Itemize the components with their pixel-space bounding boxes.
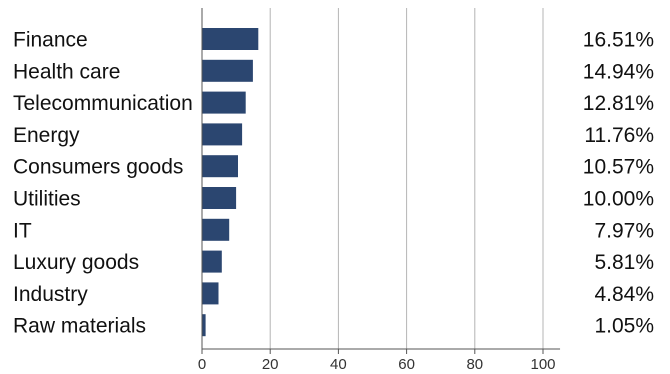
bar xyxy=(202,218,230,241)
x-tick-label: 80 xyxy=(466,356,483,373)
category-label: Utilities xyxy=(13,188,81,211)
value-label: 11.76% xyxy=(584,124,654,147)
x-tick-label: 20 xyxy=(262,356,279,373)
value-label: 10.00% xyxy=(583,188,654,211)
category-label: Finance xyxy=(13,29,88,52)
bars xyxy=(202,28,259,337)
category-label: IT xyxy=(13,219,32,242)
bar xyxy=(202,91,246,114)
value-label: 12.81% xyxy=(583,92,654,115)
x-tick-label: 100 xyxy=(530,356,555,373)
bar xyxy=(202,155,238,178)
axes xyxy=(201,8,561,354)
x-tick-label: 40 xyxy=(330,356,347,373)
bar xyxy=(202,59,253,82)
category-label: Industry xyxy=(13,283,88,306)
value-label: 10.57% xyxy=(583,156,654,179)
category-label: Raw materials xyxy=(13,315,146,338)
x-tick-label: 0 xyxy=(198,356,206,373)
value-label: 1.05% xyxy=(594,315,654,338)
bar xyxy=(202,282,219,305)
x-tick-label: 60 xyxy=(398,356,415,373)
bar xyxy=(202,187,237,209)
value-labels: 16.51% 14.94% 12.81% 11.76% 10.57% 10.00% 7.97… xyxy=(583,29,654,338)
category-label: Health care xyxy=(13,60,120,83)
category-label: Consumers goods xyxy=(13,156,183,179)
category-label: Telecommunication xyxy=(13,92,193,115)
grid-lines xyxy=(269,8,544,349)
bar xyxy=(202,314,206,337)
bar xyxy=(202,250,222,273)
value-label: 14.94% xyxy=(583,60,654,83)
category-label: Luxury goods xyxy=(13,251,139,274)
category-label: Energy xyxy=(13,124,80,147)
category-labels: Finance Health care Telecommunication Energ… xyxy=(13,29,193,338)
bar xyxy=(202,123,243,146)
x-tick-labels: 0 20 40 60 80 100 xyxy=(198,356,556,373)
bar xyxy=(202,28,259,50)
value-label: 4.84% xyxy=(594,283,654,306)
value-label: 7.97% xyxy=(594,219,654,242)
value-label: 16.51% xyxy=(583,29,654,52)
value-label: 5.81% xyxy=(594,251,654,274)
